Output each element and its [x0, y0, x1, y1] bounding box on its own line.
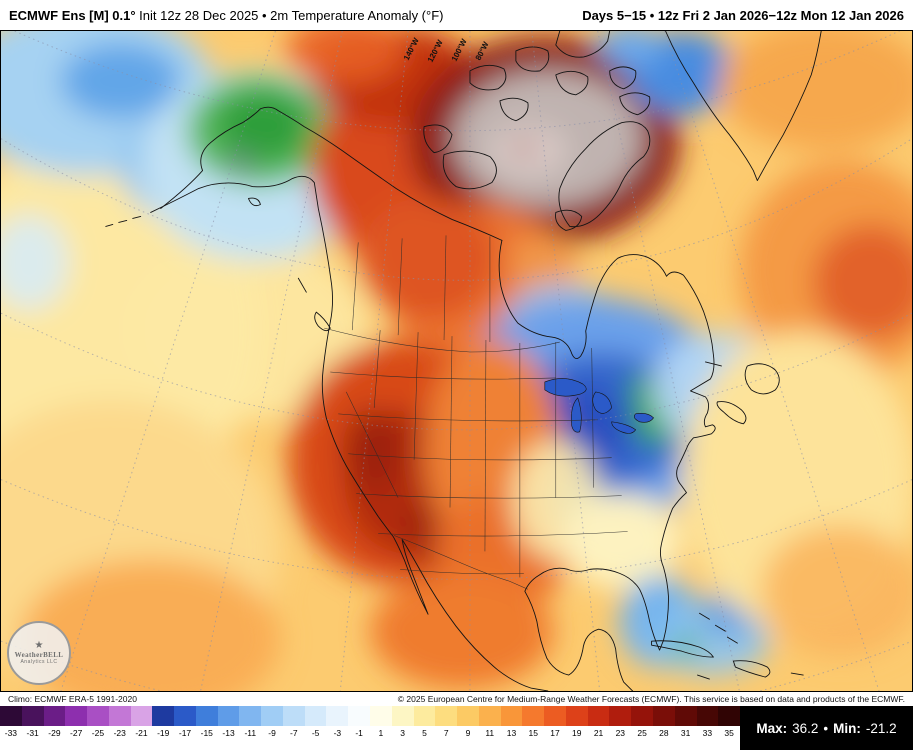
colorbar-cell — [326, 706, 349, 726]
colorbar-tick-label: 17 — [550, 728, 560, 738]
colorbar-tick-label: 28 — [659, 728, 669, 738]
colorbar-cell — [87, 706, 109, 726]
colorbar-tick-label: -1 — [355, 728, 363, 738]
colorbar-tick-label: -19 — [157, 728, 170, 738]
colorbar-cell — [239, 706, 262, 726]
colorbar-cell — [174, 706, 196, 726]
colorbar-cell — [435, 706, 458, 726]
colorbar-cell — [565, 706, 588, 726]
colorbar-cell — [0, 706, 22, 726]
colorbar-cell — [348, 706, 371, 726]
colorbar-tick-label: 19 — [572, 728, 582, 738]
attribution-bar: Climo: ECMWF ERA-5 1991-2020 © 2025 Euro… — [0, 692, 913, 706]
colorbar-cell — [500, 706, 523, 726]
colorbar-tick-label: -11 — [244, 728, 257, 738]
logo-star-icon: ★ — [34, 640, 44, 651]
title-bar: ECMWF Ens [M] 0.1° Init 12z 28 Dec 2025 … — [0, 0, 913, 30]
colorbar-cell — [261, 706, 283, 726]
colorbar-cell — [652, 706, 675, 726]
colorbar-cell — [609, 706, 632, 726]
max-value: 36.2 — [792, 720, 819, 736]
colorbar-cell — [217, 706, 240, 726]
colorbar-cell — [544, 706, 566, 726]
colorbar-cell — [21, 706, 44, 726]
colorbar-cell — [413, 706, 436, 726]
anomaly-map-svg: 140°W 120°W 100°W 80°W — [1, 31, 912, 691]
logo-title: WeatherBELL — [14, 651, 64, 659]
colorbar-cell — [304, 706, 327, 726]
colorbar-tick-label: -3 — [333, 728, 342, 738]
colorbar-cells — [0, 706, 741, 726]
colorbar-tick-label: -31 — [26, 728, 39, 738]
model-title: ECMWF Ens [M] 0.1° Init 12z 28 Dec 2025 … — [9, 8, 443, 23]
colorbar-cell — [457, 706, 479, 726]
colorbar-tick-label: 31 — [680, 728, 691, 738]
colorbar-cell — [43, 706, 66, 726]
copyright-note: © 2025 European Centre for Medium-Range … — [397, 694, 905, 704]
colorbar-tick-label: -25 — [91, 728, 105, 738]
colorbar-tick-label: -27 — [70, 728, 83, 738]
colorbar-tick-label: 23 — [615, 728, 626, 738]
colorbar-cell — [391, 706, 414, 726]
logo-subtitle: Analytics LLC — [20, 659, 58, 665]
colorbar-tick-label: 25 — [637, 728, 647, 738]
coastlines — [105, 31, 822, 691]
colorbar-tick-label: 1 — [378, 728, 384, 738]
colorbar-tick-label: 11 — [485, 728, 495, 738]
colorbar-cell — [108, 706, 131, 726]
max-min-box: Max: 36.2 • Min: -21.2 — [740, 706, 913, 750]
state-borders — [324, 235, 628, 590]
valid-time-range: Days 5−15 • 12z Fri 2 Jan 2026−12z Mon 1… — [582, 7, 904, 23]
colorbar-labels: -33 -31 -29 -27 -25 -23 -21 -19 -17 -15 -13 -11 -9 -7… — [0, 726, 740, 740]
colorbar-tick-label: -13 — [222, 728, 235, 738]
colorbar-tick-label: -7 — [290, 728, 298, 738]
colorbar-cell — [370, 706, 392, 726]
colorbar-cell — [696, 706, 719, 726]
colorbar-cell — [130, 706, 153, 726]
great-lakes — [544, 378, 654, 434]
min-label: Min: — [833, 720, 861, 736]
legend-strip: -33 -31 -29 -27 -25 -23 -21 -19 -17 -15 -13 -11 -9 -7… — [0, 706, 913, 750]
colorbar-cell — [282, 706, 305, 726]
colorbar-tick-label: -15 — [200, 728, 213, 738]
colorbar-tick-label: 13 — [506, 728, 517, 738]
colorbar-tick-label: 3 — [400, 728, 406, 738]
colorbar-tick-label: -23 — [113, 728, 126, 738]
stats-bullet: • — [823, 720, 829, 736]
colorbar-tick-label: 35 — [724, 728, 734, 738]
model-init-info: Init 12z 28 Dec 2025 • 2m Temperature An… — [135, 7, 444, 23]
colorbar-cell — [718, 706, 741, 726]
colorbar-cell — [152, 706, 175, 726]
climo-note: Climo: ECMWF ERA-5 1991-2020 — [8, 694, 137, 704]
min-value: -21.2 — [865, 720, 897, 736]
colorbar-cell — [478, 706, 501, 726]
weatherbell-logo: ★ WeatherBELL Analytics LLC — [7, 621, 71, 685]
colorbar-tick-label: 9 — [465, 728, 471, 738]
colorbar-tick-label: -9 — [268, 728, 276, 738]
colorbar-tick-label: -17 — [178, 728, 192, 738]
colorbar-tick-label: -5 — [311, 728, 320, 738]
colorbar-cell — [65, 706, 88, 726]
colorbar-tick-label: -29 — [48, 728, 61, 738]
colorbar-tick-label: 33 — [702, 728, 713, 738]
map-area: 140°W 120°W 100°W 80°W ★ WeatherBELL Ana… — [0, 30, 913, 692]
max-label: Max: — [756, 720, 788, 736]
colorbar-cell — [587, 706, 610, 726]
colorbar-tick-label: 7 — [443, 728, 449, 738]
colorbar-tick-label: 5 — [422, 728, 427, 738]
colorbar-cell — [674, 706, 697, 726]
colorbar-tick-label: -33 — [4, 728, 18, 738]
anomaly-field — [1, 31, 912, 691]
model-name: ECMWF Ens [M] 0.1° — [9, 7, 136, 23]
colorbar-cell — [195, 706, 218, 726]
graticule — [1, 31, 912, 691]
colorbar-cell — [522, 706, 545, 726]
colorbar-tick-label: 15 — [528, 728, 538, 738]
colorbar-cell — [631, 706, 653, 726]
colorbar-tick-label: 21 — [593, 728, 604, 738]
colorbar-tick-label: -21 — [135, 728, 148, 738]
